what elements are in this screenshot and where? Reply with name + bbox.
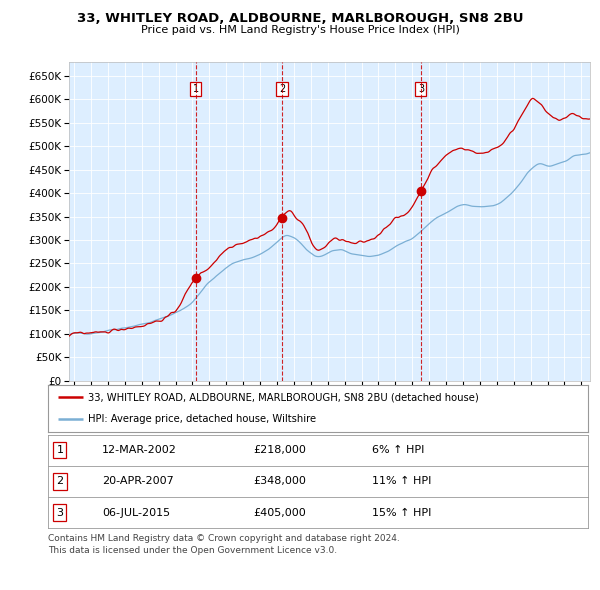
Text: 33, WHITLEY ROAD, ALDBOURNE, MARLBOROUGH, SN8 2BU: 33, WHITLEY ROAD, ALDBOURNE, MARLBOROUGH… — [77, 12, 523, 25]
Text: 15% ↑ HPI: 15% ↑ HPI — [372, 507, 431, 517]
Text: £218,000: £218,000 — [253, 445, 306, 455]
Text: 3: 3 — [418, 84, 424, 94]
Text: £405,000: £405,000 — [253, 507, 306, 517]
Text: HPI: Average price, detached house, Wiltshire: HPI: Average price, detached house, Wilt… — [89, 414, 317, 424]
Text: 6% ↑ HPI: 6% ↑ HPI — [372, 445, 424, 455]
Text: £348,000: £348,000 — [253, 477, 306, 486]
Text: 06-JUL-2015: 06-JUL-2015 — [102, 507, 170, 517]
Text: 12-MAR-2002: 12-MAR-2002 — [102, 445, 177, 455]
Text: Price paid vs. HM Land Registry's House Price Index (HPI): Price paid vs. HM Land Registry's House … — [140, 25, 460, 35]
Text: Contains HM Land Registry data © Crown copyright and database right 2024.
This d: Contains HM Land Registry data © Crown c… — [48, 534, 400, 555]
Text: 11% ↑ HPI: 11% ↑ HPI — [372, 477, 431, 486]
Text: 20-APR-2007: 20-APR-2007 — [102, 477, 174, 486]
Text: 1: 1 — [56, 445, 64, 455]
Text: 2: 2 — [279, 84, 285, 94]
Text: 1: 1 — [193, 84, 199, 94]
Text: 3: 3 — [56, 507, 64, 517]
Text: 33, WHITLEY ROAD, ALDBOURNE, MARLBOROUGH, SN8 2BU (detached house): 33, WHITLEY ROAD, ALDBOURNE, MARLBOROUGH… — [89, 392, 479, 402]
Text: 2: 2 — [56, 477, 64, 486]
